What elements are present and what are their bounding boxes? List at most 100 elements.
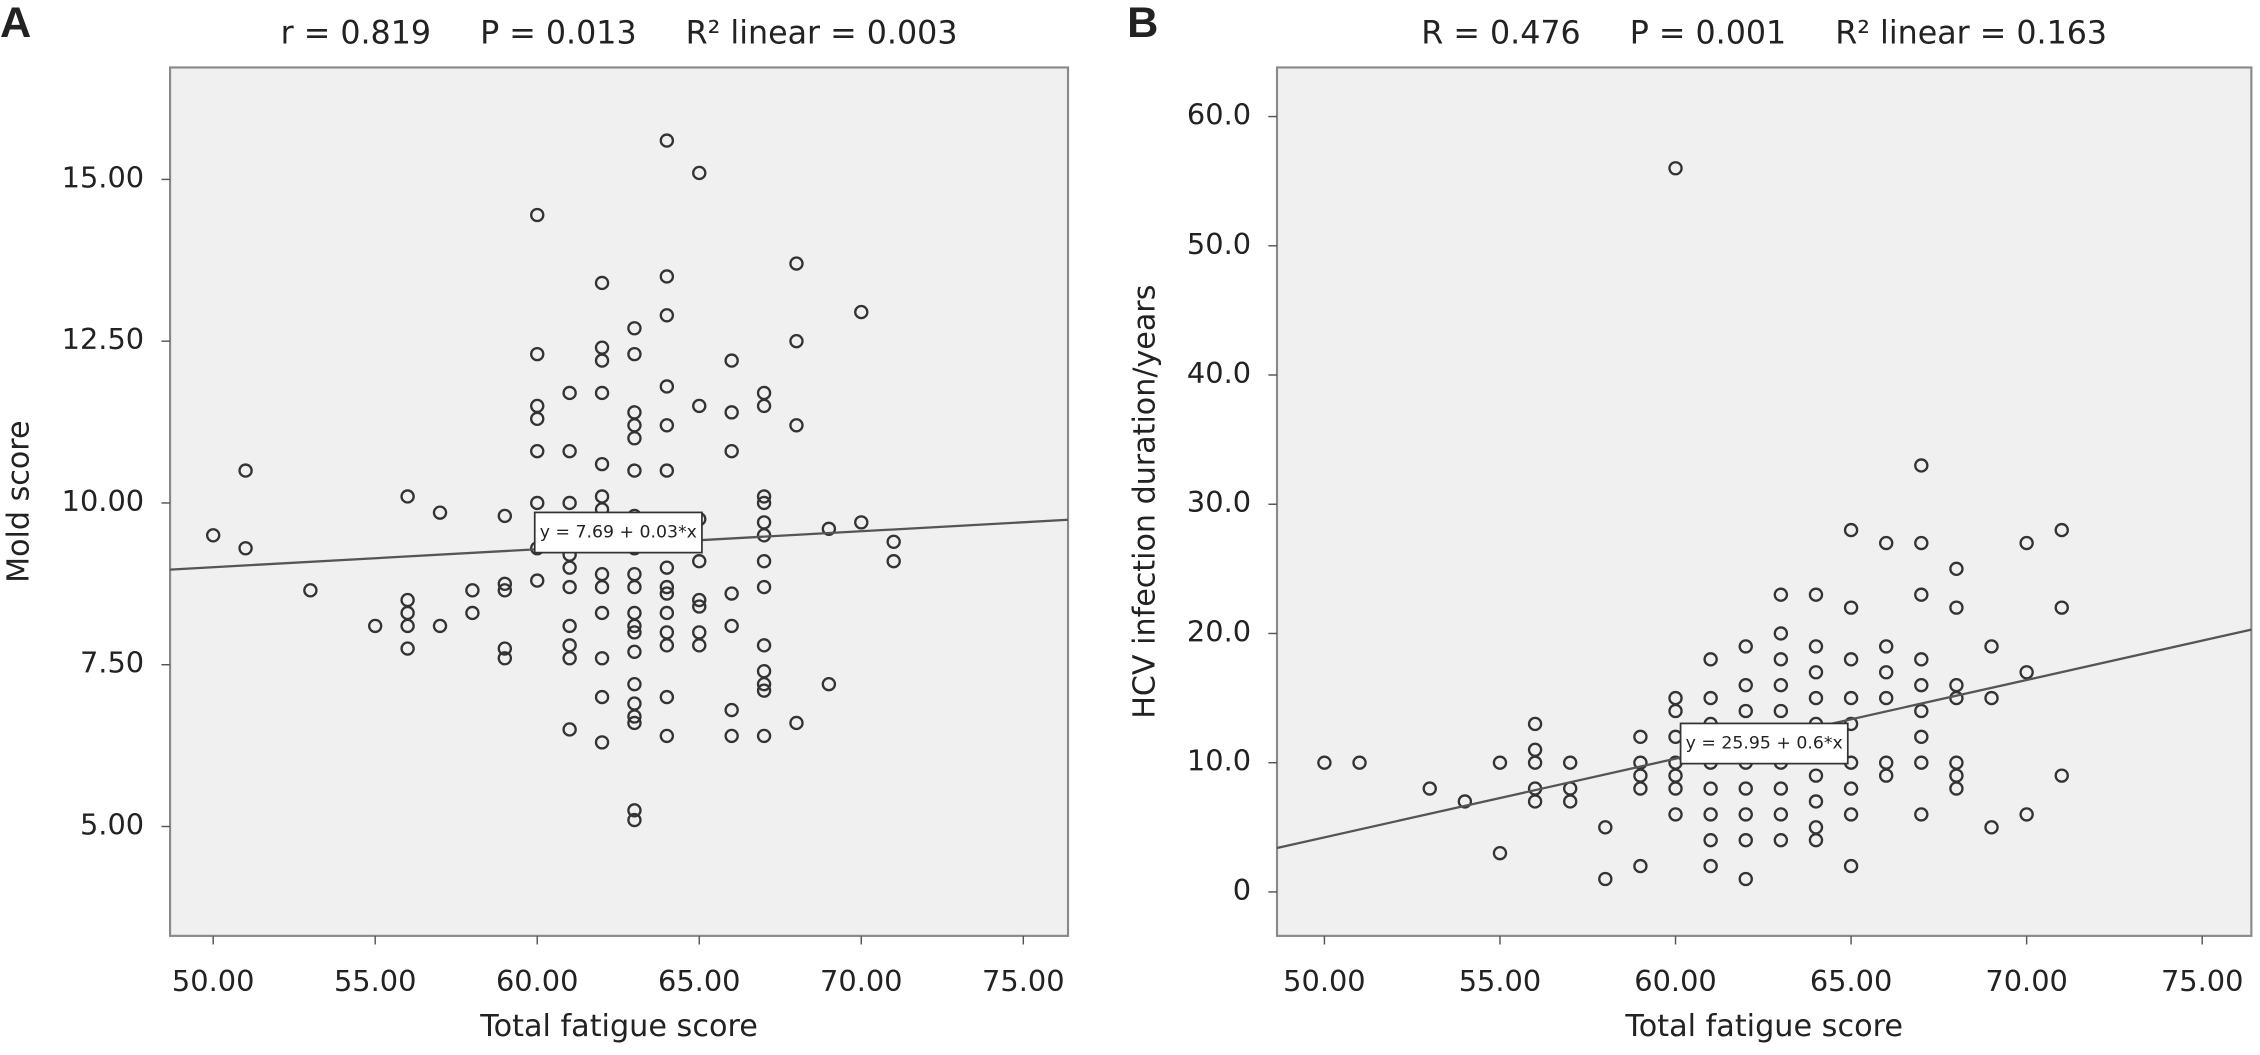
stat-text: P = 0.001	[1630, 15, 1787, 51]
data-point	[1984, 820, 1999, 835]
data-point	[756, 683, 772, 698]
data-point	[1984, 690, 1999, 706]
x-tick-label: 75.00	[2161, 964, 2243, 998]
data-point	[1914, 677, 1929, 693]
data-point	[530, 495, 545, 511]
data-point	[1914, 807, 1929, 822]
data-point	[659, 579, 675, 595]
data-point	[594, 275, 610, 291]
data-point	[692, 638, 707, 653]
data-point	[432, 505, 448, 520]
data-point	[1808, 665, 1824, 680]
data-point	[303, 583, 318, 598]
data-point	[756, 579, 772, 595]
data-point	[724, 353, 739, 368]
data-point	[627, 579, 642, 595]
data-point	[692, 592, 707, 608]
data-point	[724, 728, 739, 744]
y-axis-label: Mold score	[2, 420, 37, 582]
data-point	[627, 676, 642, 692]
data-point	[1422, 781, 1437, 796]
data-point	[497, 641, 513, 656]
data-point	[594, 385, 610, 401]
data-point	[854, 515, 869, 530]
y-tick-label: 12.50	[62, 322, 144, 356]
data-point	[1843, 652, 1859, 667]
data-point	[1808, 833, 1824, 848]
data-point	[1738, 703, 1753, 719]
y-tick-label: 40.0	[1187, 356, 1251, 390]
data-point	[1527, 794, 1543, 809]
data-point	[1914, 755, 1929, 770]
data-point	[1703, 858, 1718, 874]
data-point	[497, 576, 513, 592]
data-point	[1633, 858, 1648, 874]
x-tick-label: 70.00	[820, 964, 902, 998]
data-point	[400, 618, 415, 634]
data-point	[1738, 807, 1753, 822]
data-point	[530, 573, 545, 588]
data-point	[821, 676, 837, 692]
data-point	[465, 583, 480, 598]
data-point	[594, 579, 610, 595]
data-point	[1738, 677, 1753, 693]
data-point	[1808, 639, 1824, 654]
data-point	[1773, 781, 1789, 796]
data-point	[530, 207, 545, 223]
data-point	[756, 554, 772, 569]
data-point	[1878, 665, 1894, 680]
data-point	[756, 398, 772, 414]
data-point	[1949, 561, 1964, 577]
data-point	[2019, 535, 2034, 551]
data-point	[1738, 871, 1753, 887]
data-point	[1843, 807, 1859, 822]
data-point	[1878, 768, 1894, 783]
fit-label: y = 7.69 + 0.03*x	[540, 523, 697, 543]
data-point	[886, 554, 901, 569]
data-point	[1703, 807, 1718, 822]
data-point	[1492, 845, 1508, 861]
stat-text: R² linear = 0.003	[686, 15, 958, 51]
data-point	[1668, 781, 1683, 796]
data-point	[562, 385, 577, 401]
data-point	[756, 728, 772, 744]
data-point	[1527, 755, 1543, 770]
data-point	[1738, 639, 1753, 654]
data-point	[530, 444, 545, 459]
data-point	[1492, 755, 1508, 770]
data-point	[465, 605, 480, 621]
data-point	[1914, 587, 1929, 602]
data-point	[692, 599, 707, 614]
data-point	[854, 304, 869, 320]
data-point	[627, 715, 642, 731]
y-tick-label: 10.00	[62, 484, 144, 518]
data-point	[886, 534, 901, 549]
data-point	[724, 405, 739, 420]
data-point	[1914, 652, 1929, 667]
fit-label-box	[533, 511, 703, 554]
data-point	[594, 456, 610, 472]
data-point	[530, 411, 545, 427]
data-point	[821, 521, 837, 537]
data-point	[1843, 522, 1859, 538]
data-point	[1633, 729, 1648, 745]
x-axis-label: Total fatigue score	[479, 1009, 758, 1044]
data-point	[1773, 703, 1789, 719]
data-point	[1773, 833, 1789, 848]
x-tick-label: 55.00	[1459, 964, 1541, 998]
x-tick-label: 50.00	[1283, 964, 1365, 998]
x-tick-label: 70.00	[1985, 964, 2067, 998]
data-point	[1773, 626, 1789, 641]
x-tick-label: 65.00	[1810, 964, 1892, 998]
data-point	[2054, 600, 2069, 615]
data-point	[756, 676, 772, 692]
data-point	[1914, 703, 1929, 719]
y-tick-label: 10.0	[1187, 744, 1251, 778]
data-point	[1773, 677, 1789, 693]
plot-area	[1275, 66, 2253, 937]
y-tick-label: 7.50	[80, 646, 144, 680]
data-point	[659, 638, 675, 653]
data-point	[497, 508, 513, 524]
